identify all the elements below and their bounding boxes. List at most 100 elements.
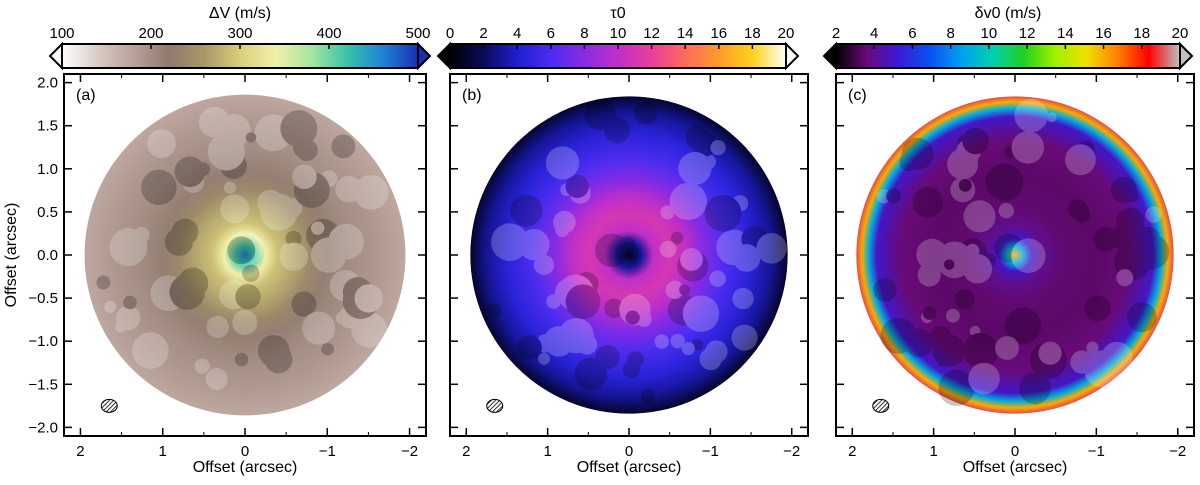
texture-blob [957, 238, 987, 268]
texture-blob [680, 248, 703, 271]
texture-blob [665, 280, 684, 299]
texture-blob [873, 278, 897, 302]
texture-blob [182, 171, 205, 193]
texture-blob [957, 134, 974, 151]
texture-blob [123, 295, 137, 310]
texture-blob [731, 324, 758, 351]
texture-blob [601, 236, 622, 256]
texture-blob [560, 183, 574, 197]
texture-blob [943, 259, 955, 270]
texture-blob [328, 223, 364, 260]
texture-blob [574, 357, 608, 391]
texture-blob [302, 311, 336, 345]
texture-blob [667, 294, 699, 326]
texture-blob [280, 243, 293, 255]
texture-blob [141, 169, 177, 206]
texture-blob [222, 162, 233, 174]
texture-blob [1038, 341, 1062, 365]
texture-blob [1011, 238, 1046, 273]
texture-blob [109, 228, 148, 267]
map-texture [96, 106, 389, 391]
texture-blob [518, 228, 550, 261]
texture-blob [640, 388, 656, 404]
texture-blob [619, 293, 651, 326]
colorbar-max-arrow [785, 41, 800, 71]
colorbar-tick-label: 400 [316, 25, 341, 42]
colorbar-tick-label: 18 [744, 25, 761, 42]
texture-blob [150, 275, 187, 312]
texture-blob [196, 162, 211, 176]
texture-blob [1137, 226, 1161, 250]
texture-blob [207, 133, 245, 171]
texture-blob [699, 347, 722, 371]
map-disk [470, 96, 788, 414]
x-tick-label: 2 [462, 443, 470, 460]
colorbar-tick-label: 12 [1019, 25, 1036, 42]
texture-blob [962, 332, 999, 369]
texture-blob [1067, 199, 1088, 220]
texture-blob [555, 223, 570, 237]
colorbar-min-arrow [822, 41, 837, 71]
texture-blob [169, 274, 205, 310]
texture-blob [1126, 302, 1157, 333]
y-tick-label: 0.0 [37, 247, 58, 264]
texture-blob [659, 240, 677, 258]
texture-blob [1029, 342, 1067, 380]
texture-blob [347, 284, 360, 296]
panel-label: (c) [848, 87, 867, 104]
colorbar-tick-label: 8 [946, 25, 954, 42]
texture-blob [295, 139, 318, 162]
texture-blob [922, 305, 937, 320]
texture-blob [133, 226, 150, 243]
texture-blob [710, 139, 726, 156]
texture-blob [1126, 189, 1139, 203]
colorbar-tick-label: 2 [832, 25, 840, 42]
texture-blob [946, 308, 960, 323]
texture-blob [1086, 341, 1099, 354]
texture-blob [293, 172, 330, 209]
colorbar-tick-label: 20 [778, 25, 795, 42]
texture-blob [994, 233, 1024, 263]
colorbar [835, 43, 1181, 69]
x-tick-label: 2 [76, 443, 84, 460]
texture-blob [254, 114, 292, 152]
texture-blob [985, 163, 1024, 201]
x-tick-label: 0 [1011, 443, 1019, 460]
texture-blob [916, 238, 948, 271]
y-tick-label: 0.5 [37, 204, 58, 221]
x-tick-label: 1 [543, 443, 551, 460]
texture-blob [510, 194, 543, 227]
texture-blob [950, 177, 976, 203]
texture-blob [1004, 307, 1042, 345]
texture-blob [1145, 206, 1162, 223]
colorbar-tick-label: 100 [49, 25, 74, 42]
colorbar-tick-label: 14 [1057, 25, 1074, 42]
texture-blob [354, 284, 383, 313]
texture-blob [351, 312, 387, 348]
texture-blob [132, 332, 169, 369]
texture-blob [604, 117, 631, 144]
texture-blob [1083, 350, 1122, 388]
texture-blob [956, 139, 981, 165]
colorbar-tick-label: 16 [710, 25, 727, 42]
texture-blob [617, 236, 636, 255]
texture-blob [1014, 98, 1048, 133]
texture-blob [1070, 350, 1094, 374]
x-tick-label: −1 [702, 443, 719, 460]
texture-blob [342, 283, 379, 319]
texture-blob [321, 342, 335, 356]
texture-blob [331, 134, 356, 159]
texture-blob [223, 181, 237, 194]
colorbar-title: τ0 [610, 5, 625, 22]
colorbar-tick-label: 500 [405, 25, 430, 42]
texture-blob [625, 246, 640, 262]
texture-blob [338, 305, 362, 329]
colorbar-tick-label: 12 [643, 25, 660, 42]
colorbar-tick-label: 14 [677, 25, 694, 42]
colorbar-title: δv0 (m/s) [975, 5, 1042, 22]
texture-blob [242, 264, 260, 282]
texture-blob [285, 230, 302, 247]
texture-blob [995, 336, 1019, 360]
texture-blob [234, 352, 249, 367]
